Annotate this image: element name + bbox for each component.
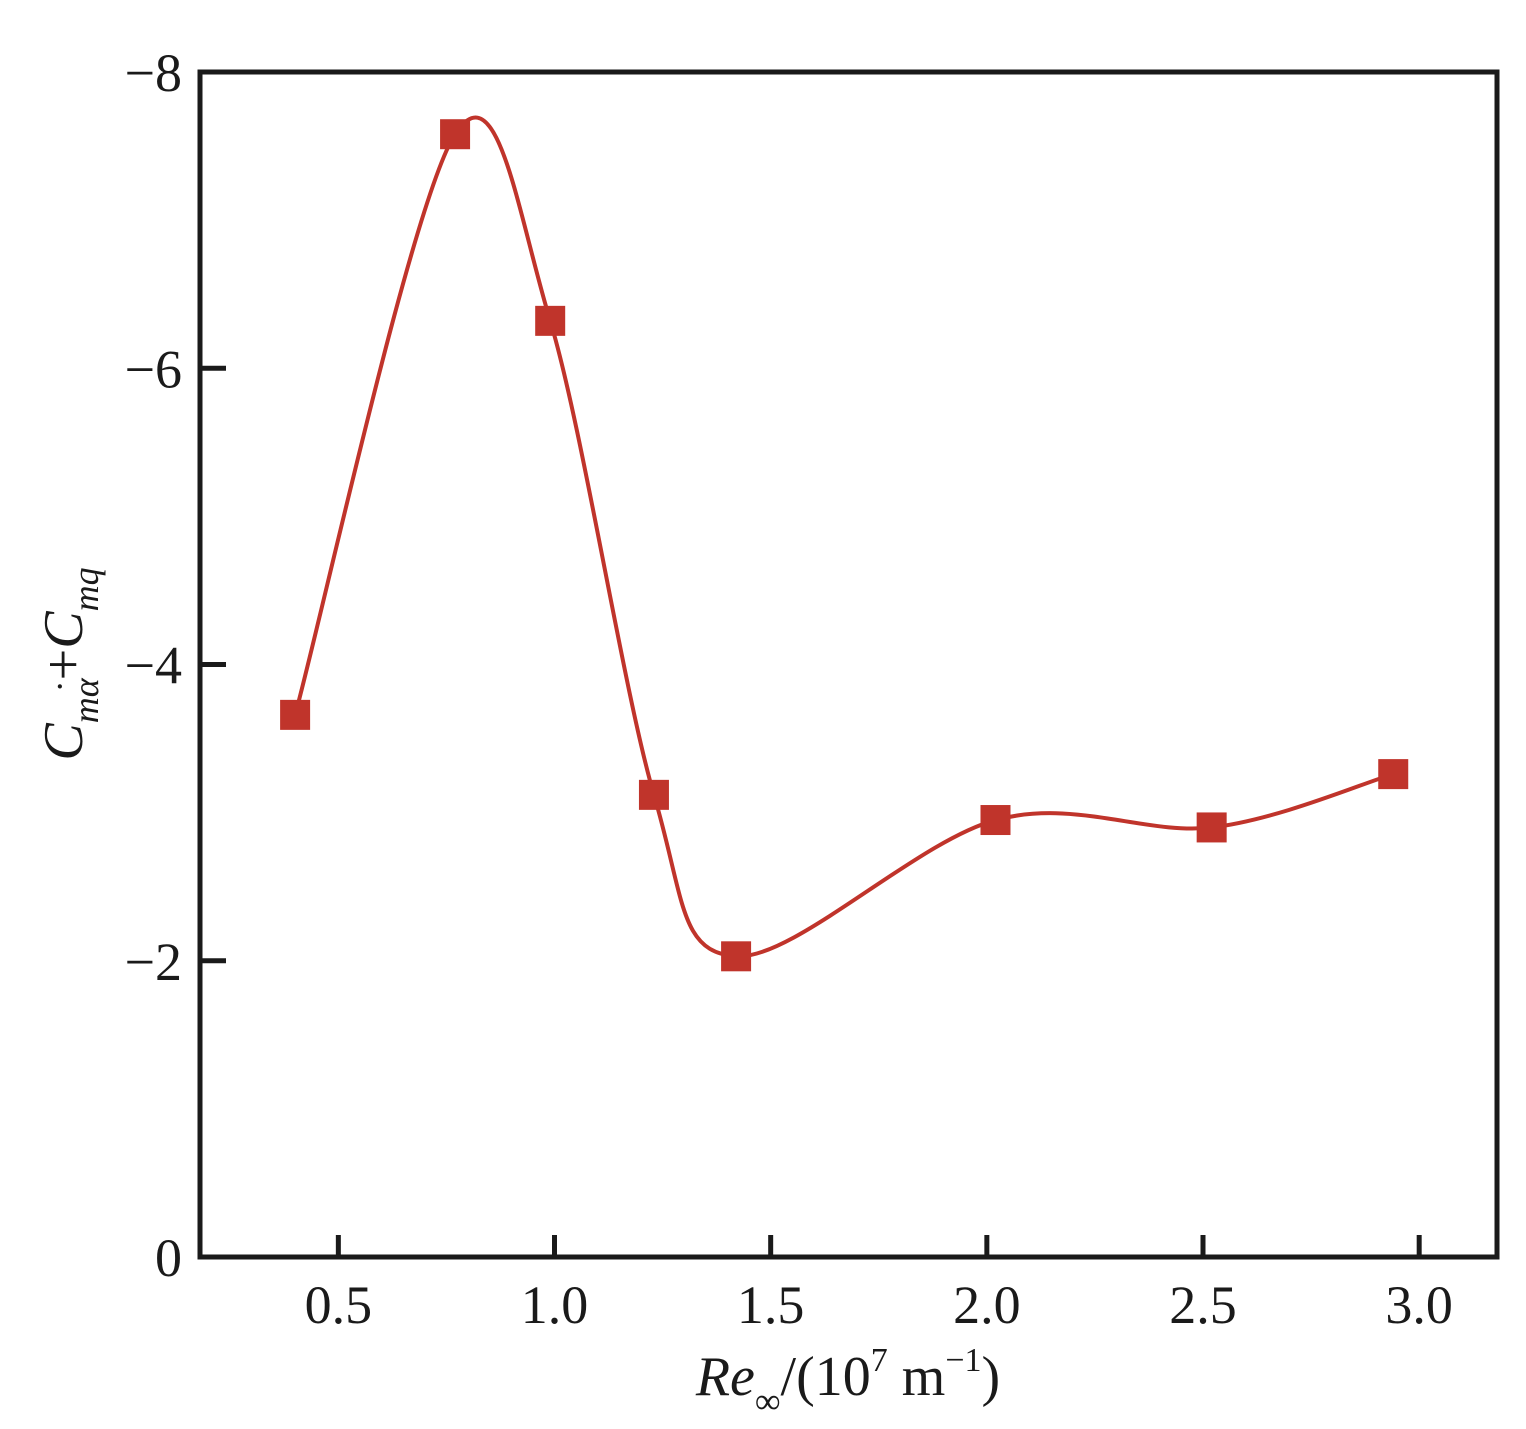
- data-point: [1196, 812, 1227, 843]
- x-tick-label: 0.5: [305, 1275, 373, 1335]
- data-point: [638, 779, 669, 810]
- data-point: [280, 699, 311, 730]
- data-point: [721, 941, 752, 972]
- y-axis-title: Cmα·+Cmq: [33, 567, 106, 760]
- y-tick-label: −4: [125, 636, 182, 696]
- y-axis-sub1: m: [66, 697, 106, 723]
- data-point: [535, 305, 566, 336]
- data-point: [980, 805, 1011, 836]
- x-axis-title: Re∞/(107 m−1): [695, 1342, 1000, 1421]
- plot-frame: [197, 69, 1500, 1260]
- x-axis-var-sub: ∞: [755, 1381, 781, 1421]
- y-axis: 0 −2 −4 −6 −8: [125, 43, 226, 1288]
- x-axis-unit-close: ): [982, 1346, 1001, 1408]
- y-axis-c1: C: [33, 723, 95, 761]
- x-tick-label: 1.5: [737, 1275, 805, 1335]
- x-axis-unit-mid: m: [888, 1346, 946, 1408]
- data-point: [1378, 759, 1409, 790]
- x-axis: 0.5 1.0 1.5 2.0 2.5 3.0: [305, 1235, 1453, 1335]
- y-tick-label: 0: [155, 1228, 182, 1288]
- y-axis-plus: +: [33, 649, 95, 681]
- x-axis-unit-open: /(10: [781, 1346, 871, 1408]
- points-layer: [280, 119, 1409, 972]
- x-tick-label: 3.0: [1385, 1275, 1453, 1335]
- x-axis-unit-exp: 7: [871, 1342, 888, 1379]
- data-point: [440, 119, 471, 150]
- x-axis-unit-exp2: −1: [945, 1342, 981, 1379]
- y-axis-sub2: mq: [66, 567, 106, 611]
- x-axis-var: Re: [695, 1346, 755, 1408]
- x-tick-label: 2.5: [1169, 1275, 1237, 1335]
- y-axis-sub1b: α: [66, 677, 106, 697]
- y-tick-label: −2: [125, 932, 182, 992]
- series-line: [293, 115, 1394, 959]
- y-axis-dot: ·: [40, 680, 80, 692]
- x-tick-label: 1.0: [521, 1275, 589, 1335]
- y-tick-label: −8: [125, 43, 182, 103]
- y-tick-label: −6: [125, 339, 182, 399]
- curve-layer: [293, 115, 1394, 959]
- y-axis-c2: C: [33, 611, 95, 649]
- x-tick-label: 2.0: [953, 1275, 1021, 1335]
